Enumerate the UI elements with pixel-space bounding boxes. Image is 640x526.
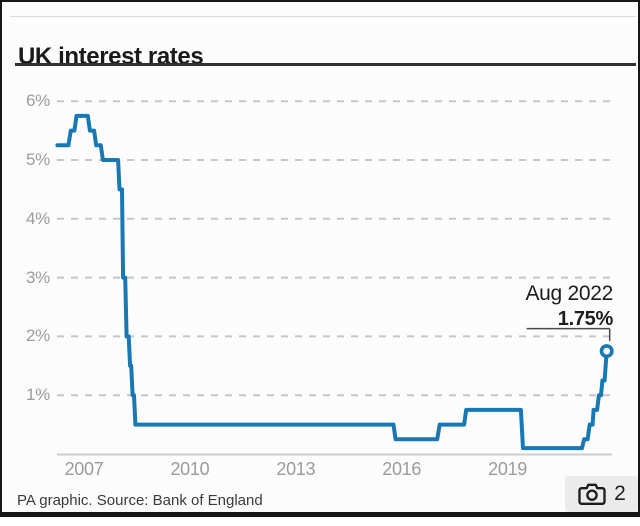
source-credit: PA graphic. Source: Bank of England (17, 492, 263, 509)
y-tick-label: 3% (26, 267, 50, 287)
photo-count: 2 (614, 482, 626, 505)
x-tick-label: 2013 (276, 459, 316, 479)
camera-icon (578, 483, 606, 505)
annotation-date: Aug 2022 (525, 282, 613, 305)
y-tick-label: 4% (26, 208, 50, 228)
x-tick-label: 2016 (382, 459, 422, 479)
top-divider (10, 16, 636, 17)
y-tick-label: 2% (26, 326, 50, 346)
y-tick-label: 5% (26, 150, 50, 169)
photo-gallery-badge[interactable]: 2 (565, 476, 638, 512)
x-tick-label: 2010 (170, 459, 210, 479)
annotation: Aug 2022 1.75% (525, 282, 613, 331)
x-tick-label: 2007 (64, 459, 104, 479)
x-tick-label: 2019 (488, 459, 528, 479)
y-tick-label: 1% (26, 385, 50, 405)
y-tick-label: 6% (26, 91, 50, 111)
title-underline (15, 63, 636, 66)
annotation-value: 1.75% (557, 308, 614, 330)
